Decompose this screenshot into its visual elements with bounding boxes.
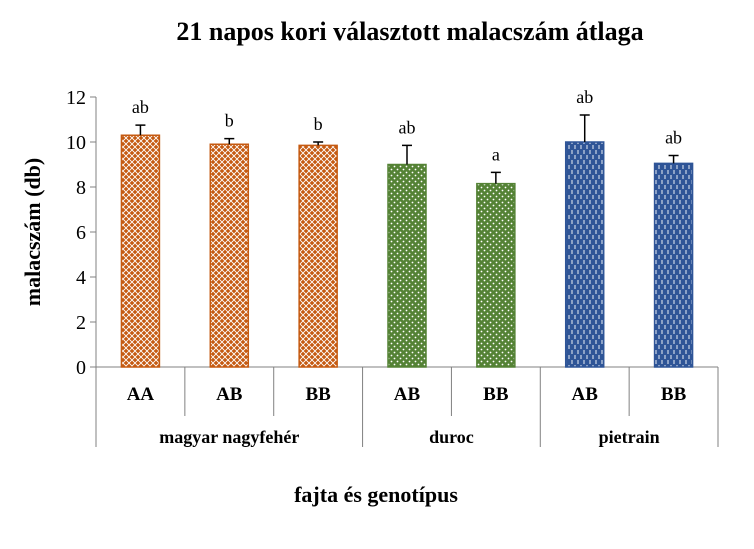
bar (298, 144, 338, 368)
bars: ab b b ab a ab ab (120, 87, 694, 368)
category-label: AA (127, 384, 155, 405)
bar (387, 163, 427, 368)
category-label: BB (305, 384, 331, 405)
y-tick-label: 2 (76, 312, 86, 334)
group-label: duroc (429, 427, 474, 447)
y-tick-label: 12 (66, 87, 86, 109)
category-label: AB (572, 384, 599, 405)
x-axis-label: fajta és genotípus (294, 482, 458, 507)
bar (476, 182, 516, 368)
y-tick-label: 0 (76, 357, 86, 379)
significance-label: ab (399, 117, 416, 137)
group-label: magyar nagyfehér (159, 427, 299, 447)
bar (564, 141, 605, 368)
y-tick-label: 6 (76, 222, 86, 244)
y-tick-label: 4 (76, 267, 86, 289)
significance-label: ab (132, 97, 149, 117)
bar (120, 134, 161, 368)
bar (653, 162, 694, 368)
category-label: AB (394, 384, 421, 405)
significance-label: a (492, 144, 500, 164)
y-axis-label: malacszám (db) (20, 158, 45, 306)
significance-label: b (225, 111, 234, 131)
significance-label: ab (576, 87, 593, 107)
category-label: AB (216, 384, 243, 405)
group-label: pietrain (599, 427, 660, 447)
axes: 0 2 4 6 8 10 12 (66, 87, 718, 379)
category-label: BB (483, 384, 509, 405)
significance-label: ab (665, 128, 682, 148)
category-labels: AA AB BB AB BB AB BB magyar nagyfehér duroc pietr… (95, 367, 719, 447)
y-tick-label: 10 (66, 132, 86, 154)
category-label: BB (661, 384, 687, 405)
chart-title: 21 napos kori választott malacszám átlag… (176, 17, 643, 46)
y-tick-label: 8 (76, 177, 86, 199)
bar (209, 143, 250, 368)
significance-label: b (314, 114, 323, 134)
